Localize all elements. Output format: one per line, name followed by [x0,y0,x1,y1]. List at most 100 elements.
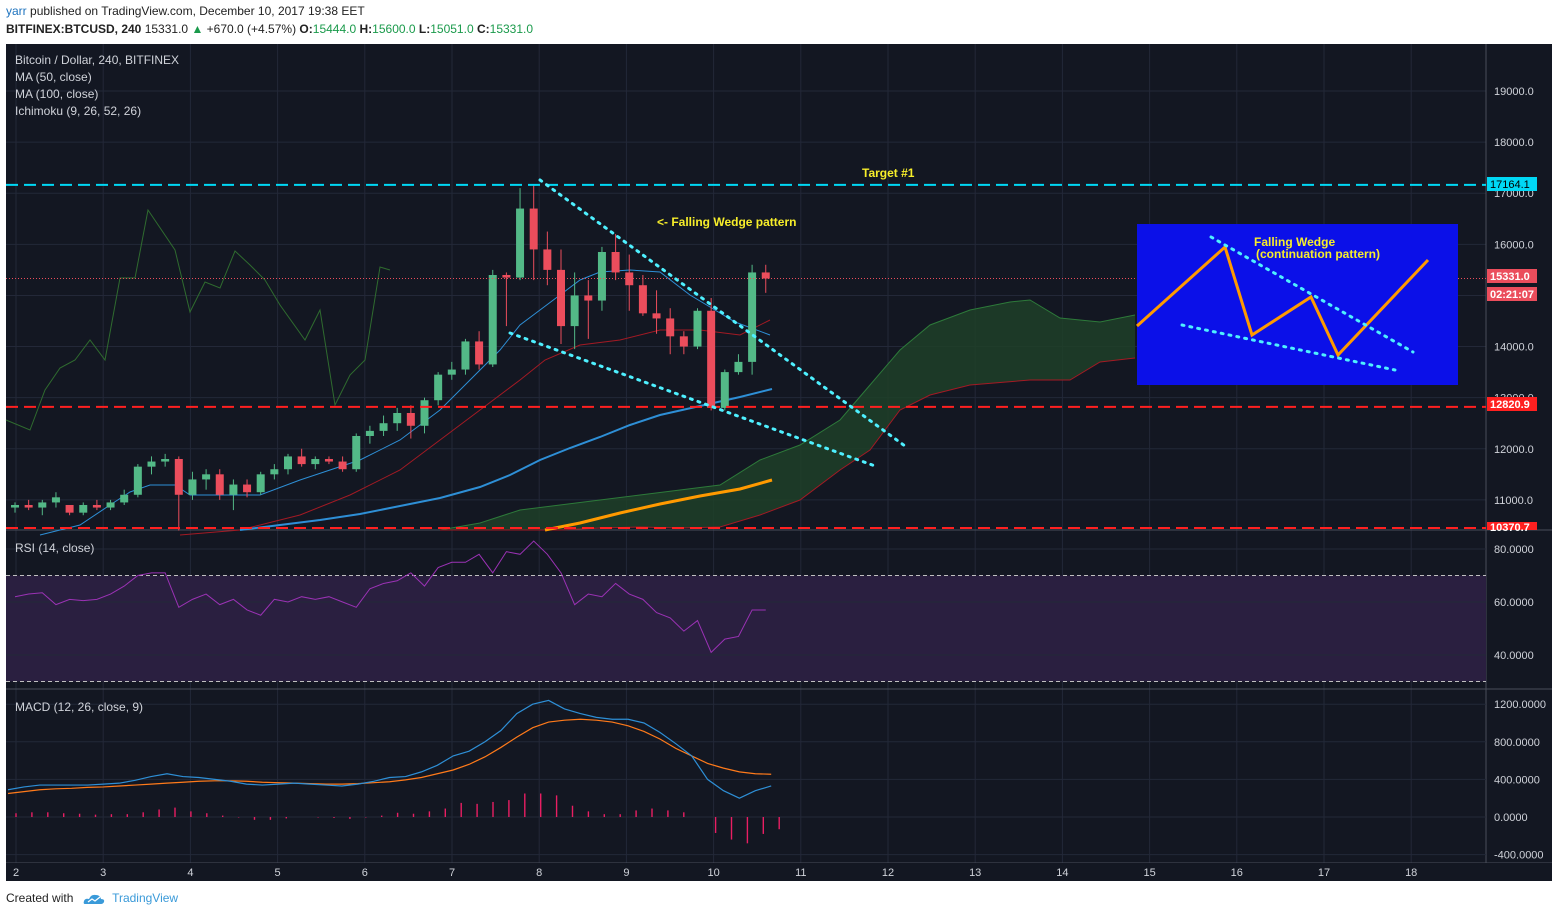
macd-tick-label: 1200.0000 [1494,699,1546,711]
candle-body [270,469,279,475]
candle-body [570,295,579,327]
candle-body [11,504,19,508]
rsi-tick-label: 60.0000 [1494,597,1534,609]
candle-body [434,374,443,401]
publish-text: published on TradingView.com, December 1… [30,4,365,18]
candle-body [284,456,292,470]
candle-body [488,274,497,365]
indicator-lines [5,208,773,536]
macd-tick-label: 400.0000 [1494,774,1540,786]
time-tick-label: 4 [187,867,193,879]
candle-body [652,313,661,319]
macd-tick-label: 800.0000 [1494,737,1540,749]
macd-tick-label: -400.0000 [1494,850,1544,862]
time-tick-label: 12 [882,867,894,879]
candle-body [79,504,88,513]
high-label: H: [359,22,373,36]
candle-body [529,208,538,250]
candle-body [297,456,306,465]
senkou-span-b [440,357,1136,531]
candle-body [215,474,224,495]
author-link[interactable]: yarr [6,4,27,18]
senkou-span-a [439,299,1136,531]
candle-body [106,502,115,508]
target-tag-text: 17164.1 [1490,179,1530,191]
time-tick-label: 13 [969,867,981,879]
macd-pane [6,699,1486,856]
ma100-line [544,478,773,532]
time-axis-bg [6,863,1552,881]
candle-body [202,474,211,480]
candle-body [243,484,252,493]
time-tick-label: 15 [1143,867,1155,879]
chart-canvas[interactable]: 19000.018000.017000.016000.015000.014000… [0,40,1556,881]
candle-body [188,479,197,495]
ma50-line [239,388,773,531]
candle-body [516,208,525,278]
candle-body [324,458,333,462]
candle-body [679,336,688,347]
candle-body [611,251,620,273]
up-arrow-icon: ▲ [191,22,204,36]
candle-body [174,458,183,495]
candle-body [720,372,729,408]
candle-body [638,285,647,314]
tenkan-sen [39,269,771,536]
candle-body [461,341,470,370]
candle-body [161,458,170,462]
candle-body [693,310,702,347]
rsi-pane [6,540,1486,682]
candle-body [761,272,770,279]
macd-legend: MACD (12, 26, close, 9) [15,700,143,714]
target-annotation: Target #1 [862,166,915,180]
candle-body [256,474,265,493]
ma50-legend: MA (50, close) [15,70,92,84]
chart-title: Bitcoin / Dollar, 240, BITFINEX [15,53,179,67]
candle-body [597,251,606,301]
ichimoku-cloud [439,299,1136,531]
bottom-tag-text: 10370.7 [1490,522,1530,534]
candle-body [379,423,388,431]
time-tick-label: 5 [275,867,281,879]
high-value: 15600.0 [372,22,416,36]
rsi-tick-label: 80.0000 [1494,544,1534,556]
footer: Created with TradingView [6,891,178,905]
macd-line [7,699,772,799]
price-tick-label: 18000.0 [1494,137,1534,149]
price-tick-label: 16000.0 [1494,239,1534,251]
wedge-annotation: <- Falling Wedge pattern [657,215,796,229]
candle-body [666,318,675,337]
rsi-band [6,575,1486,682]
candle-body [38,502,47,508]
publish-info: yarr published on TradingView.com, Decem… [6,4,365,18]
candle-body [120,494,129,503]
candle-body [406,412,415,426]
inset-price-path [1135,244,1430,358]
candle-body [707,310,716,408]
wedge-inset [1135,224,1458,385]
kumo-cloud [440,300,1135,530]
candle-body [133,466,142,495]
inset-upper-line [1209,235,1415,354]
candle-body [748,272,757,362]
tradingview-link[interactable]: TradingView [112,891,179,905]
candle-body [420,400,429,426]
candle-body [338,461,347,470]
low-value: 15051.0 [430,22,474,36]
time-tick-label: 10 [707,867,719,879]
time-tick-label: 6 [362,867,368,879]
time-tick-label: 16 [1231,867,1243,879]
rsi-tick-label: 40.0000 [1494,650,1534,662]
open-label: O: [299,22,313,36]
time-tick-label: 11 [795,867,806,879]
bottom-tag [1487,522,1537,530]
candle-body [24,504,33,508]
ichimoku-legend: Ichimoku (9, 26, 52, 26) [15,104,141,118]
candle-body [557,269,565,327]
price-tick-label: 12000.0 [1494,444,1534,456]
support-tag [1487,397,1537,411]
low-label: L: [418,22,431,36]
inset-title: Falling Wedge [1254,235,1335,249]
time-tick-label: 3 [100,867,106,879]
candle-body [734,361,743,373]
